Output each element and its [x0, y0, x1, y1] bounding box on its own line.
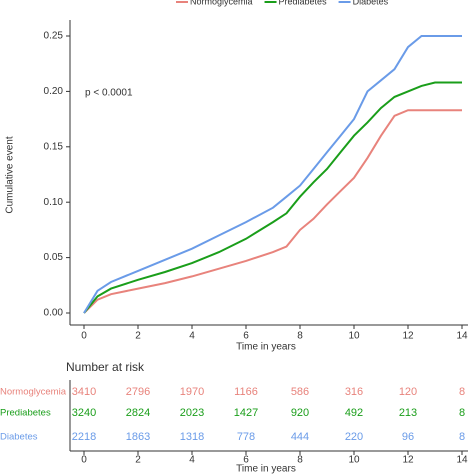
risk-value: 492 [345, 407, 363, 419]
risk-value: 213 [399, 407, 417, 419]
risk-value: 220 [345, 431, 363, 443]
risk-value: 96 [402, 431, 414, 443]
y-tick-label: 0.00 [44, 308, 64, 319]
risk-title: Number at risk [66, 360, 145, 374]
risk-value: 8 [459, 386, 465, 398]
risk-x-tick-label: 0 [81, 455, 87, 466]
risk-value: 2023 [180, 407, 204, 419]
risk-x-tick-label: 10 [348, 455, 360, 466]
risk-x-tick-label: 4 [189, 455, 195, 466]
risk-value: 8 [459, 407, 465, 419]
series-line [83, 109, 462, 314]
x-tick-label: 14 [456, 331, 468, 342]
x-axis-label: Time in years [236, 342, 296, 353]
x-tick-label: 10 [348, 331, 360, 342]
legend-label: Normoglycemia [190, 0, 253, 6]
risk-value: 586 [291, 386, 309, 398]
risk-x-tick-label: 14 [456, 455, 468, 466]
risk-value: 1166 [234, 386, 258, 398]
risk-value: 1318 [180, 431, 204, 443]
risk-value: 444 [291, 431, 309, 443]
risk-x-tick-label: 8 [297, 455, 303, 466]
y-tick-label: 0.10 [44, 197, 64, 208]
risk-x-tick-label: 2 [135, 455, 141, 466]
risk-value: 316 [345, 386, 363, 398]
risk-value: 1863 [126, 431, 150, 443]
risk-value: 3240 [72, 407, 96, 419]
risk-value: 920 [291, 407, 309, 419]
risk-value: 3410 [72, 386, 96, 398]
y-tick-label: 0.05 [44, 252, 64, 263]
risk-value: 1970 [180, 386, 204, 398]
risk-value: 120 [399, 386, 417, 398]
y-tick-label: 0.15 [44, 141, 64, 152]
risk-value: 778 [237, 431, 255, 443]
x-tick-label: 6 [243, 331, 249, 342]
risk-value: 2796 [126, 386, 150, 398]
x-tick-label: 2 [135, 331, 141, 342]
risk-value: 2824 [126, 407, 150, 419]
legend-label: Diabetes [353, 0, 389, 6]
risk-row-label: Diabetes [0, 432, 38, 443]
risk-value: 2218 [72, 431, 96, 443]
series-line [83, 35, 462, 314]
x-tick-label: 12 [402, 331, 414, 342]
y-axis-label: Cumulative event [5, 136, 16, 213]
x-tick-label: 0 [81, 331, 87, 342]
y-tick-label: 0.25 [44, 31, 64, 42]
legend-label: Prediabetes [279, 0, 328, 6]
y-tick-label: 0.20 [44, 86, 64, 97]
risk-x-label: Time in years [236, 464, 296, 474]
risk-row-label: Normoglycemia [0, 387, 67, 398]
series-line [83, 81, 462, 314]
risk-value: 8 [459, 431, 465, 443]
risk-x-tick-label: 6 [243, 455, 249, 466]
x-tick-label: 8 [297, 331, 303, 342]
annotation: p < 0.0001 [85, 88, 133, 99]
risk-value: 1427 [234, 407, 258, 419]
risk-x-tick-label: 12 [402, 455, 414, 466]
x-tick-label: 4 [189, 331, 195, 342]
risk-row-label: Prediabetes [0, 408, 51, 419]
